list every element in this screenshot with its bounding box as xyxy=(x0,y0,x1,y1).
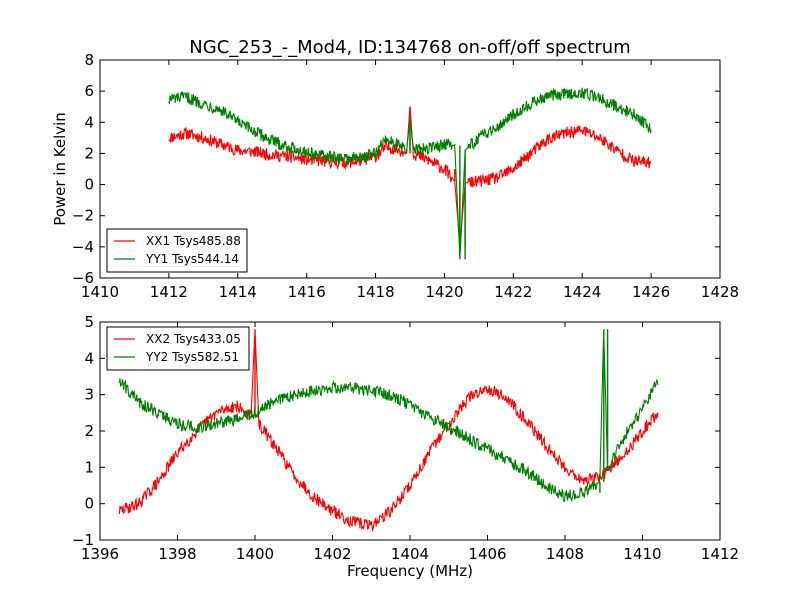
top-legend-label-yy1: YY1 Tsys544.14 xyxy=(145,252,239,266)
top-y-tick-label: −6 xyxy=(72,269,94,287)
top-panel: NGC_253_-_Mod4, ID:134768 on-off/off spe… xyxy=(51,37,739,301)
top-legend-label-xx1: XX1 Tsys485.88 xyxy=(146,234,241,248)
top-x-tick-label: 1420 xyxy=(425,283,463,301)
bottom-y-tick-label: 5 xyxy=(84,313,94,331)
top-x-tick-label: 1412 xyxy=(150,283,188,301)
top-x-tick-label: 1416 xyxy=(288,283,326,301)
top-chart-title: NGC_253_-_Mod4, ID:134768 on-off/off spe… xyxy=(189,37,630,58)
bottom-y-tick-label: 1 xyxy=(84,458,94,476)
top-y-tick-label: 8 xyxy=(84,51,94,69)
bottom-y-tick-label: −1 xyxy=(72,531,94,549)
top-y-tick-label: −4 xyxy=(72,238,94,256)
bottom-x-tick-label: 1402 xyxy=(313,545,351,563)
bottom-x-axis-label: Frequency (MHz) xyxy=(347,562,473,580)
bottom-x-tick-label: 1398 xyxy=(158,545,196,563)
bottom-series-line-xx xyxy=(118,334,659,533)
top-x-tick-label: 1426 xyxy=(632,283,670,301)
top-x-tick-label: 1410 xyxy=(81,283,119,301)
bottom-x-tick-label: 1404 xyxy=(391,545,429,563)
bottom-series-line-yy xyxy=(118,337,659,503)
bottom-y-tick-label: 4 xyxy=(84,349,94,367)
top-y-tick-label: −2 xyxy=(72,207,94,225)
bottom-x-tick-label: 1412 xyxy=(701,545,739,563)
bottom-y-tick-label: 2 xyxy=(84,422,94,440)
top-y-axis-label: Power in Kelvin xyxy=(51,112,69,226)
top-legend: XX1 Tsys485.88 YY1 Tsys544.14 xyxy=(106,228,248,273)
top-x-tick-label: 1424 xyxy=(563,283,601,301)
bottom-x-tick-label: 1400 xyxy=(236,545,274,563)
top-y-tick-label: 6 xyxy=(84,82,94,100)
top-y-tick-label: 4 xyxy=(84,113,94,131)
top-legend-box xyxy=(106,228,248,273)
bottom-y-tick-label: 3 xyxy=(84,386,94,404)
top-x-tick-label: 1414 xyxy=(219,283,257,301)
bottom-x-tick-label: 1406 xyxy=(468,545,506,563)
bottom-y-tick-label: 0 xyxy=(84,495,94,513)
bottom-legend-label-yy2: YY2 Tsys582.51 xyxy=(145,350,239,364)
top-x-tick-label: 1428 xyxy=(701,283,739,301)
top-plot-frame xyxy=(99,59,721,279)
top-x-tick-label: 1418 xyxy=(356,283,394,301)
bottom-panel: Frequency (MHz) 1396 1398 1400 1402 1404 1406… xyxy=(72,313,739,580)
bottom-x-tick-label: 1396 xyxy=(81,545,119,563)
top-x-tick-label: 1422 xyxy=(494,283,532,301)
bottom-legend-label-xx2: XX2 Tsys433.05 xyxy=(146,332,241,346)
bottom-legend-box xyxy=(106,326,250,371)
bottom-x-tick-label: 1410 xyxy=(623,545,661,563)
bottom-legend: XX2 Tsys433.05 YY2 Tsys582.51 xyxy=(106,326,250,371)
bottom-x-tick-label: 1408 xyxy=(546,545,584,563)
top-y-tick-label: 2 xyxy=(84,144,94,162)
top-y-tick-label: 0 xyxy=(84,176,94,194)
